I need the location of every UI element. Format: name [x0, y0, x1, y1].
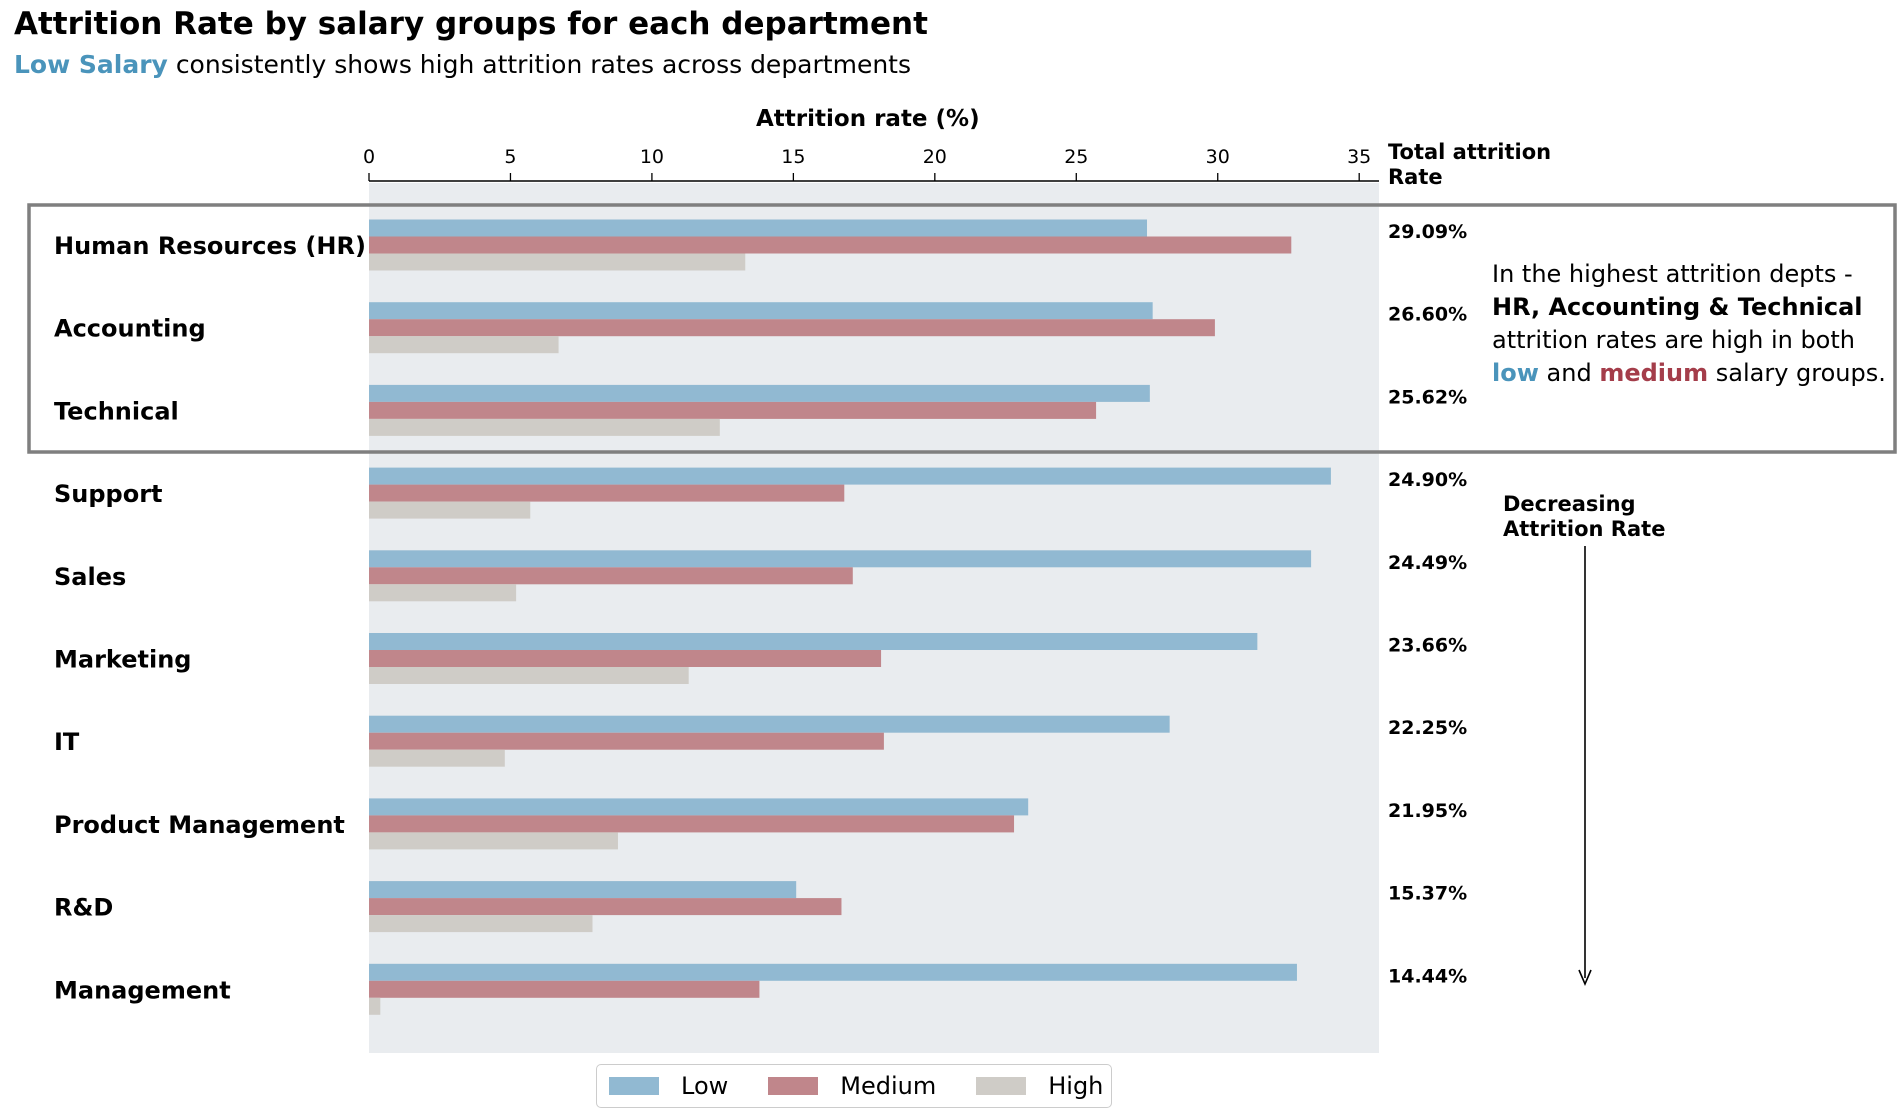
x-tick-label: 5	[504, 146, 516, 168]
chart-subtitle: Low Salary consistently shows high attri…	[14, 50, 911, 79]
total-attrition-value: 15.37%	[1388, 883, 1467, 905]
total-attrition-value: 24.49%	[1388, 552, 1467, 574]
bar-low	[369, 302, 1153, 320]
x-tick-label: 20	[923, 146, 947, 168]
category-label: Support	[54, 480, 163, 508]
subtitle-highlight: Low Salary	[14, 50, 168, 79]
category-label: IT	[54, 728, 80, 756]
bar-medium	[369, 650, 882, 667]
category-label: Product Management	[54, 811, 345, 839]
total-attrition-header: Total attrition Rate	[1388, 140, 1552, 189]
legend-swatch-medium	[768, 1077, 819, 1095]
decreasing-arrow-head	[1578, 969, 1592, 987]
category-label: Marketing	[54, 646, 191, 674]
legend-label-high: High	[1048, 1072, 1104, 1100]
annotation-tail-word: salary groups.	[1715, 359, 1886, 387]
annotation-text: In the highest attrition depts - HR, Acc…	[1492, 258, 1902, 390]
highlight-box	[27, 203, 1897, 454]
x-tick-label: 35	[1347, 146, 1371, 168]
bar-medium	[369, 236, 1292, 254]
bar-high	[369, 501, 531, 519]
legend-swatch-low	[609, 1077, 659, 1095]
bar-low	[369, 219, 1148, 237]
annotation-medium-word: medium	[1599, 359, 1709, 387]
bar-medium	[369, 484, 845, 502]
bar-low	[369, 384, 1150, 402]
bar-high	[369, 667, 689, 684]
category-label: Human Resources (HR)	[54, 232, 366, 260]
chart-title: Attrition Rate by salary groups for each…	[14, 6, 928, 42]
bar-high	[369, 584, 517, 602]
annotation-line-3: attrition rates are high in both	[1492, 326, 1855, 354]
bar-high	[369, 749, 505, 767]
legend-label-low: Low	[681, 1072, 729, 1100]
bar-high	[369, 832, 618, 850]
total-attrition-value: 14.44%	[1388, 965, 1467, 987]
bar-high	[369, 418, 720, 436]
bar-high	[369, 915, 593, 933]
bar-medium	[369, 319, 1215, 337]
legend-item-low: Low	[609, 1072, 728, 1100]
bar-low	[369, 798, 1029, 816]
bar-low	[369, 467, 1331, 485]
bar-high	[369, 336, 559, 354]
subtitle-text: consistently shows high attrition rates …	[175, 50, 911, 79]
chart-legend: Low Medium High	[596, 1064, 1112, 1108]
category-label: Technical	[54, 397, 179, 425]
annotation-line-2: HR, Accounting & Technical	[1492, 293, 1863, 321]
bar-low	[369, 963, 1297, 981]
bar-medium	[369, 401, 1097, 419]
annotation-line-1: In the highest attrition depts -	[1492, 260, 1853, 288]
bar-low	[369, 550, 1312, 568]
total-attrition-value: 24.90%	[1388, 469, 1467, 491]
legend-item-medium: Medium	[768, 1072, 936, 1100]
legend-label-medium: Medium	[840, 1072, 937, 1100]
category-label: Accounting	[54, 315, 206, 343]
x-tick-label: 0	[363, 146, 375, 168]
legend-item-high: High	[976, 1072, 1103, 1100]
annotation-line-4: low and medium salary groups.	[1492, 357, 1902, 390]
bar-medium	[369, 815, 1015, 833]
x-tick-label: 10	[640, 146, 664, 168]
annotation-low-word: low	[1492, 359, 1539, 387]
bar-high	[369, 997, 381, 1015]
bar-low	[369, 881, 797, 899]
bar-medium	[369, 567, 853, 585]
x-tick-label: 15	[781, 146, 805, 168]
x-axis-label: Attrition rate (%)	[756, 106, 980, 132]
category-label: Sales	[54, 563, 126, 591]
bar-low	[369, 633, 1258, 650]
legend-swatch-high	[976, 1077, 1027, 1095]
annotation-and-word: and	[1546, 359, 1592, 387]
x-tick-label: 30	[1206, 146, 1230, 168]
total-attrition-value: 26.60%	[1388, 304, 1467, 326]
category-label: R&D	[54, 894, 113, 922]
bar-medium	[369, 980, 760, 998]
bar-medium	[369, 898, 842, 916]
bar-high	[369, 253, 746, 271]
decreasing-label: Decreasing Attrition Rate	[1503, 492, 1666, 541]
x-tick-label: 25	[1064, 146, 1088, 168]
total-attrition-value: 25.62%	[1388, 386, 1467, 408]
category-label: Management	[54, 976, 231, 1004]
bar-medium	[369, 732, 884, 750]
total-attrition-value: 29.09%	[1388, 221, 1467, 243]
total-attrition-value: 23.66%	[1388, 635, 1467, 657]
total-attrition-value: 21.95%	[1388, 800, 1467, 822]
bar-low	[369, 715, 1170, 733]
total-attrition-value: 22.25%	[1388, 717, 1467, 739]
